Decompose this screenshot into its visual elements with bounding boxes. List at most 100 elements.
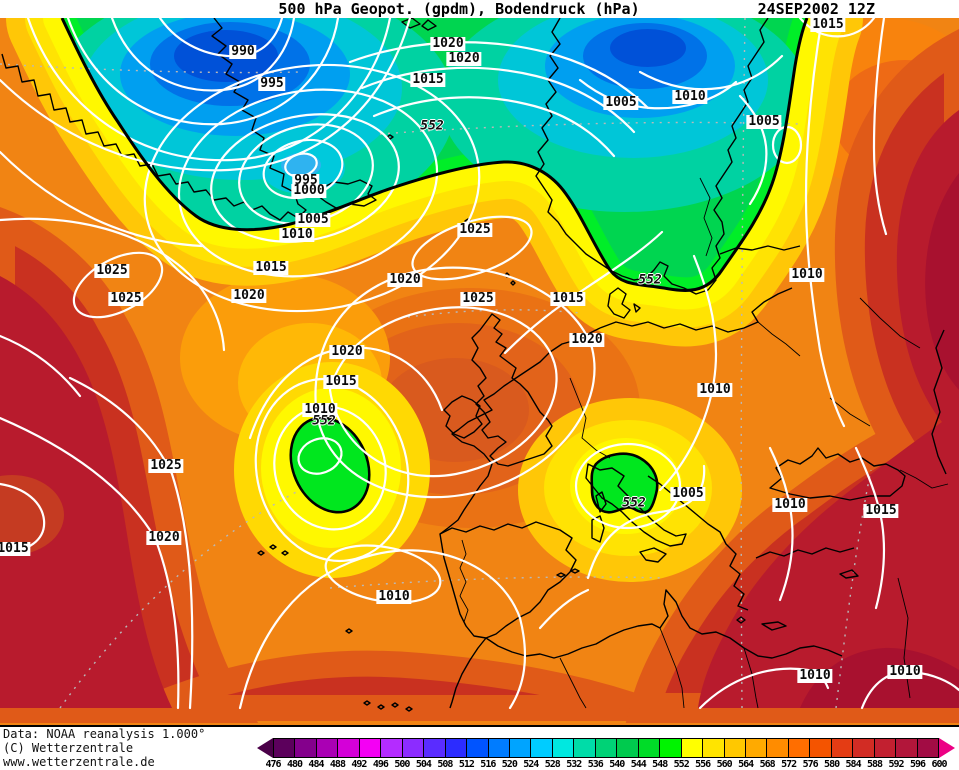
scale-tick-label: 580 [824, 759, 840, 770]
scale-cell [896, 739, 918, 757]
pressure-label: 1025 [94, 263, 130, 278]
scale-tick-label: 528 [544, 759, 561, 770]
scale-tick-label: 540 [609, 759, 625, 770]
scale-cell [660, 739, 682, 757]
coast-nw-europe [439, 327, 601, 535]
scale-tick-label: 536 [587, 759, 604, 770]
pressure-label: 1020 [329, 344, 365, 359]
scale-tick-label: 576 [802, 759, 819, 770]
pressure-label: 1010 [772, 497, 808, 512]
scale-cell [402, 739, 425, 757]
scale-cell [617, 739, 639, 757]
copyright-line: (C) Wetterzentrale [3, 741, 134, 755]
scale-tick-label: 552 [673, 759, 690, 770]
scale-tick-label: 572 [781, 759, 797, 770]
scale-cell [724, 739, 746, 757]
pressure-label: 1010 [672, 89, 708, 104]
scale-right-arrow [939, 738, 955, 758]
pressure-label: 1015 [810, 18, 846, 32]
scale-tick-label: 544 [630, 759, 647, 770]
scale-tick-label: 476 [265, 759, 281, 770]
pressure-label: 1005 [295, 212, 331, 227]
scale-cell [703, 739, 725, 757]
pressure-label: 1020 [231, 288, 267, 303]
scale-cell [788, 739, 811, 757]
scale-cell [488, 739, 510, 757]
scale-cell [681, 739, 704, 757]
scale-tick-label: 484 [308, 759, 324, 770]
pressure-label: 995 [258, 76, 286, 91]
coast-iceland [317, 179, 377, 209]
scale-cell [853, 739, 875, 757]
scale-cell [381, 739, 403, 757]
coast-scandinavia [535, 18, 769, 295]
scale-cell [338, 739, 360, 757]
scale-cell [595, 739, 618, 757]
pressure-label: 1010 [302, 402, 338, 417]
pressure-label: 1010 [376, 589, 412, 604]
scale-cell [767, 739, 789, 757]
pressure-label: 1025 [148, 458, 184, 473]
scale-cell [831, 739, 854, 757]
geopotential-label: 552 [622, 495, 646, 511]
pressure-label: 1005 [746, 114, 782, 129]
scale-cell [574, 739, 596, 757]
scale-cell [359, 739, 382, 757]
scale-cell [917, 739, 939, 757]
map-canvas [0, 18, 959, 725]
coast-caspian [931, 329, 947, 475]
scale-cell [467, 739, 489, 757]
scale-cell [316, 739, 339, 757]
scale-tick-labels: 476 480 484 488 492 496 500 504 508 512 516 520 524 5… [265, 759, 947, 770]
scale-tick-label: 556 [695, 759, 711, 770]
scale-cell [509, 739, 532, 757]
coast-ireland [443, 395, 483, 439]
pressure-label: 1015 [253, 260, 289, 275]
pressure-label: 1005 [670, 486, 706, 501]
pressure-label: 1000 [291, 183, 327, 198]
scale-cell [531, 739, 553, 757]
map-datetime: 24SEP2002 12Z [757, 0, 875, 18]
title-bar: 500 hPa Geopot. (gpdm), Bodendruck (hPa)… [0, 0, 959, 18]
scale-cell [552, 739, 575, 757]
scale-cells [273, 738, 939, 758]
scale-cell [274, 739, 296, 757]
coast-italy [585, 463, 687, 563]
scale-tick-label: 548 [652, 759, 668, 770]
pressure-label: 1025 [460, 291, 496, 306]
scale-cell [810, 739, 832, 757]
geopotential-label: 552 [420, 118, 444, 134]
scale-tick-label: 564 [738, 759, 754, 770]
scale-tick-label: 508 [437, 759, 453, 770]
graticule [0, 18, 872, 709]
scale-cell [874, 739, 897, 757]
pressure-label: 1025 [108, 291, 144, 306]
coast-great-britain [471, 313, 553, 467]
scale-tick-label: 492 [351, 759, 367, 770]
pressure-label: 1010 [887, 664, 923, 679]
coast-black-sea [769, 447, 906, 501]
coast-baltic-south [599, 287, 793, 333]
pressure-label: 1020 [569, 332, 605, 347]
pressure-label: 1015 [550, 291, 586, 306]
scale-tick-label: 568 [759, 759, 776, 770]
website-line: www.wetterzentrale.de [3, 755, 155, 769]
scale-tick-label: 596 [909, 759, 926, 770]
scale-cell [424, 739, 446, 757]
pressure-label: 1015 [863, 503, 899, 518]
pressure-label: 1020 [446, 51, 482, 66]
data-source-line: Data: NOAA reanalysis 1.000° [3, 727, 206, 741]
credits: Data: NOAA reanalysis 1.000° (C) Wetterz… [3, 727, 205, 769]
country-borders [459, 177, 949, 709]
scale-tick-label: 524 [523, 759, 539, 770]
pressure-label: 1025 [457, 222, 493, 237]
scale-cell [445, 739, 468, 757]
pressure-label: 1010 [697, 382, 733, 397]
scale-tick-label: 480 [286, 759, 303, 770]
pressure-label: 1005 [603, 95, 639, 110]
scale-tick-label: 588 [867, 759, 883, 770]
scale-tick-label: 512 [458, 759, 475, 770]
geopotential-label: 552 [312, 413, 336, 429]
scale-cell [745, 739, 768, 757]
